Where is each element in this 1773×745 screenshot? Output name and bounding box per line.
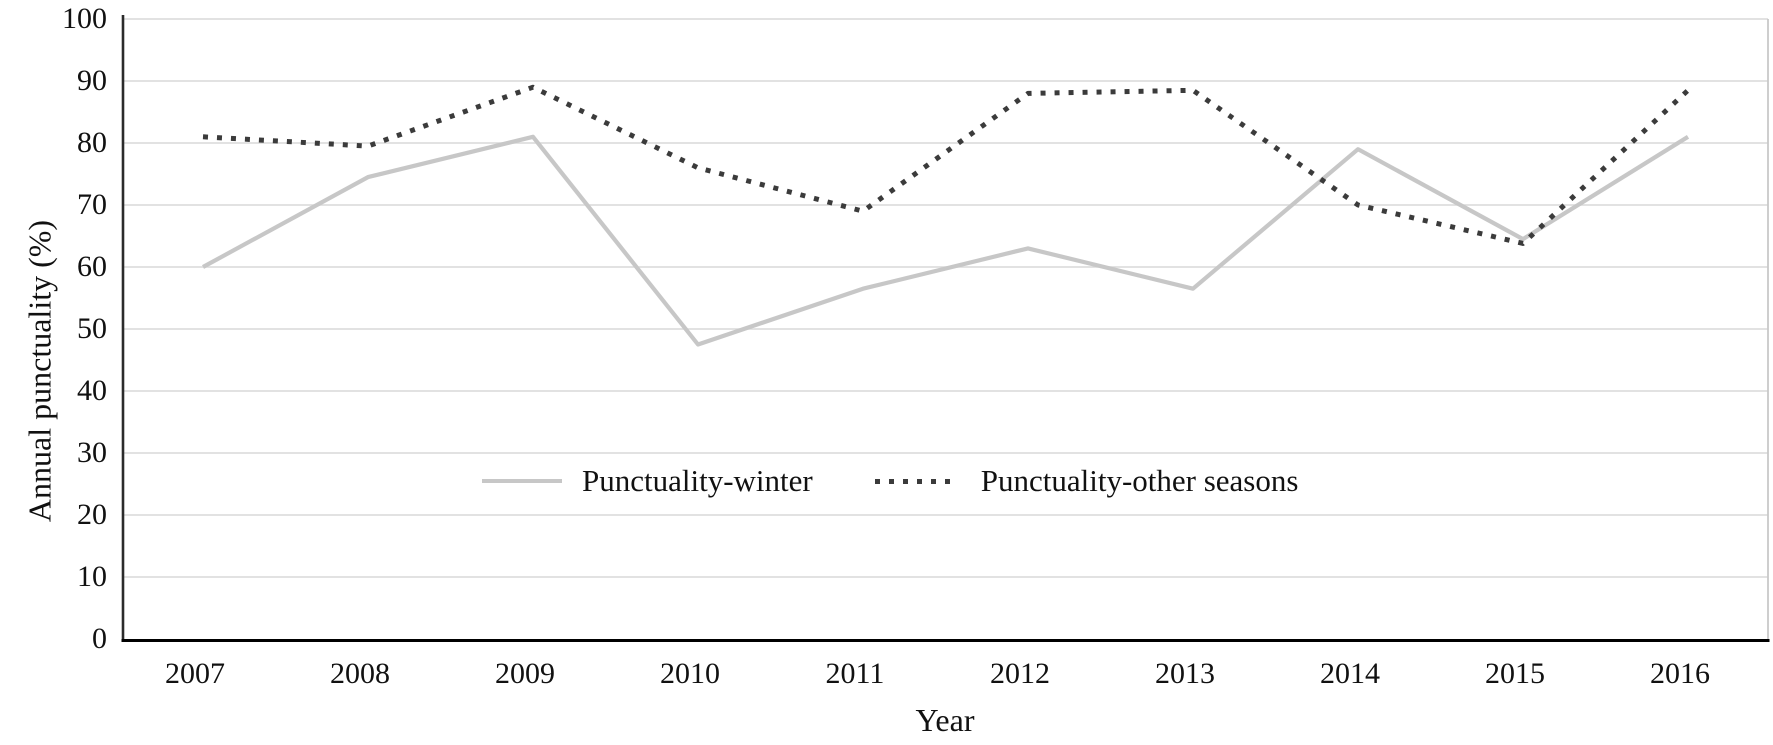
y-tick-label-0: 0	[92, 622, 107, 655]
y-tick-label-20: 20	[77, 498, 107, 531]
x-tick-label-2015: 2015	[1485, 657, 1545, 690]
x-tick-label-2013: 2013	[1155, 657, 1215, 690]
y-tick-label-50: 50	[77, 312, 107, 345]
y-tick-label-100: 100	[62, 2, 107, 35]
x-tick-label-2012: 2012	[990, 657, 1050, 690]
legend-label-winter: Punctuality-winter	[582, 463, 813, 498]
y-tick-label-30: 30	[77, 436, 107, 469]
winter-series-line	[201, 134, 1690, 347]
y-tick-label-70: 70	[77, 188, 107, 221]
y-tick-label-80: 80	[77, 126, 107, 159]
x-tick-label-2010: 2010	[660, 657, 720, 690]
x-tick-label-2008: 2008	[330, 657, 390, 690]
legend-label-other-seasons: Punctuality-other seasons	[980, 463, 1299, 498]
other-seasons-series-line	[202, 84, 1690, 246]
y-tick-label-10: 10	[77, 560, 107, 593]
chart-legend: Punctuality-winter Punctuality-other sea…	[482, 462, 1298, 500]
winter-series-swatch-line	[482, 479, 562, 483]
x-tick-label-2011: 2011	[825, 657, 885, 690]
x-tick-label-2014: 2014	[1320, 657, 1380, 690]
y-tick-label-60: 60	[77, 250, 107, 283]
y-axis-title: Annual punctuality (%)	[21, 219, 58, 523]
x-axis-title: Year	[915, 702, 975, 738]
y-tick-label-90: 90	[77, 64, 107, 97]
x-tick-label-2007: 2007	[165, 657, 225, 690]
x-tick-label-2009: 2009	[495, 657, 555, 690]
x-tick-label-2016: 2016	[1650, 657, 1710, 690]
y-tick-label-40: 40	[77, 374, 107, 407]
other-seasons-series-swatch-dotted	[874, 478, 959, 484]
